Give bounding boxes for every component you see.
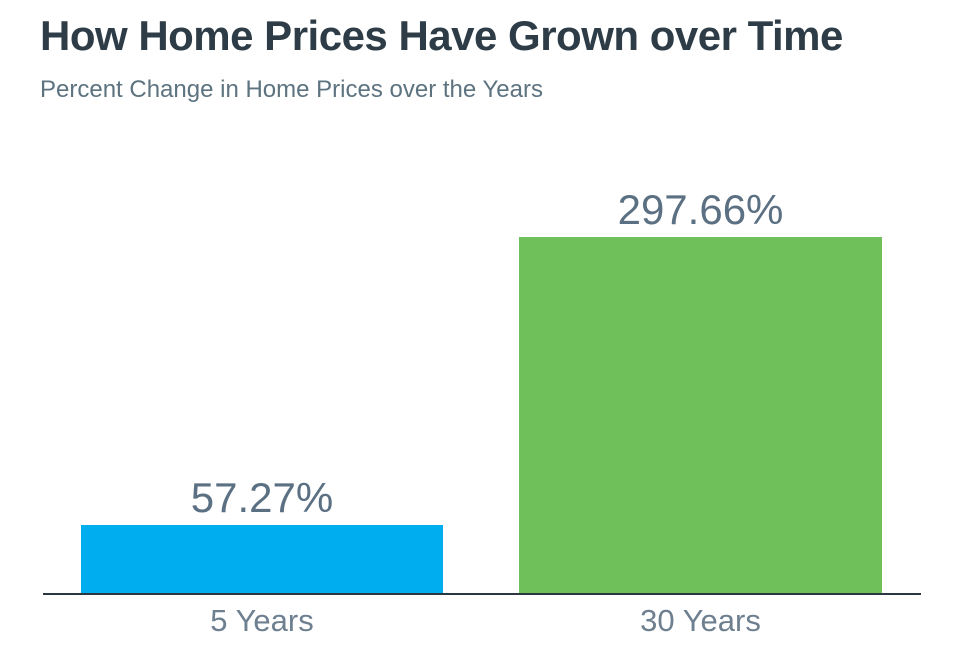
x-tick-label-30-years: 30 Years bbox=[640, 603, 761, 638]
x-tick-label-5-years: 5 Years bbox=[210, 603, 314, 638]
bar-value-label-5-years: 57.27% bbox=[190, 474, 334, 521]
bar-30-years bbox=[519, 237, 882, 594]
bar-5-years bbox=[81, 525, 443, 594]
chart-subtitle: Percent Change in Home Prices over the Y… bbox=[40, 76, 543, 103]
chart-title: How Home Prices Have Grown over Time bbox=[40, 12, 843, 59]
x-axis-line bbox=[43, 593, 921, 595]
bar-value-label-30-years: 297.66% bbox=[617, 186, 784, 233]
